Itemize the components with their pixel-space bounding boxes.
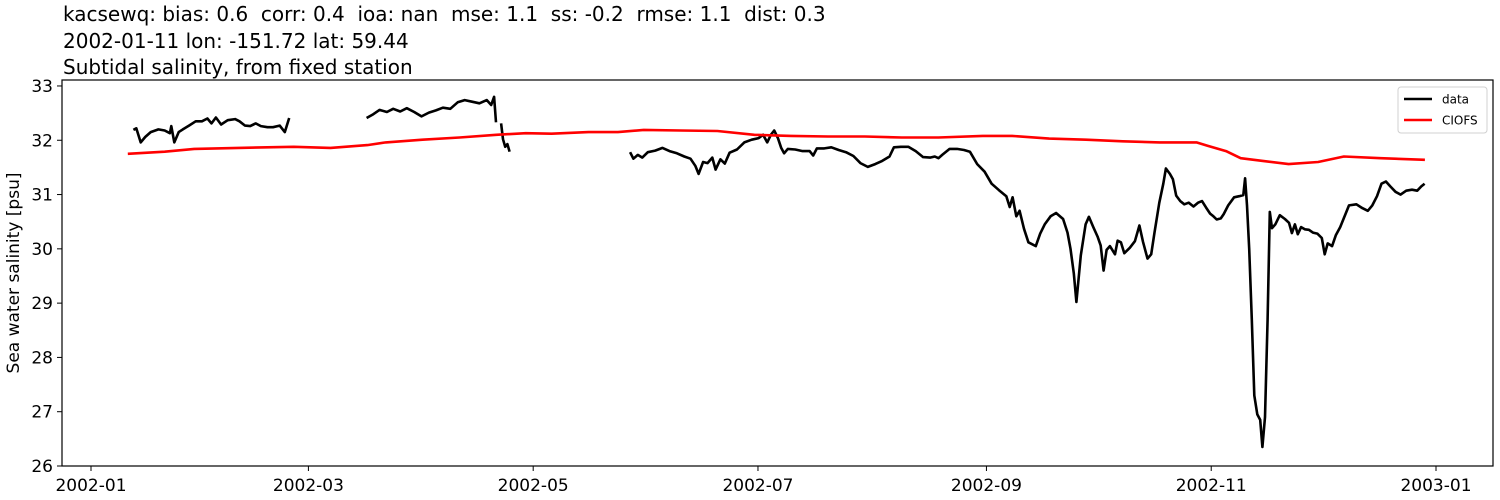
legend: data CIOFS — [1397, 86, 1488, 134]
chart-title-metrics: kacsewq: bias: 0.6 corr: 0.4 ioa: nan ms… — [63, 2, 826, 26]
x-tick-label: 2002-07 — [722, 476, 793, 496]
x-tick-label: 2002-05 — [498, 476, 569, 496]
y-tick-label: 28 — [31, 348, 53, 368]
series-line-data — [499, 123, 511, 153]
x-tick-label: 2002-01 — [55, 476, 126, 496]
plot-frame — [61, 79, 1494, 467]
x-tick-label: 2003-01 — [1400, 476, 1471, 496]
y-axis: 26 27 28 29 30 31 32 33 — [31, 77, 62, 477]
chart-title-description: Subtidal salinity, from fixed station — [63, 55, 413, 79]
y-tick-label: 29 — [31, 294, 53, 314]
y-tick-label: 31 — [31, 186, 53, 206]
x-tick-label: 2002-03 — [273, 476, 344, 496]
y-axis-label: Sea water salinity [psu] — [4, 173, 24, 374]
y-tick-label: 26 — [31, 457, 53, 477]
y-tick-label: 32 — [31, 131, 53, 151]
series-line-data — [132, 116, 291, 144]
y-tick-label: 33 — [31, 77, 53, 97]
legend-label-data: data — [1442, 93, 1469, 107]
series-line-data — [628, 129, 1426, 449]
series-layer — [127, 95, 1426, 449]
series-line-data — [365, 95, 498, 123]
x-axis: 2002-01 2002-03 2002-05 2002-07 2002-09 2002-… — [55, 466, 1472, 496]
chart-title-location: 2002-01-11 lon: -151.72 lat: 59.44 — [63, 29, 409, 53]
x-tick-label: 2002-11 — [1176, 476, 1247, 496]
y-tick-label: 27 — [31, 403, 53, 423]
x-tick-label: 2002-09 — [951, 476, 1022, 496]
legend-label-ciofs: CIOFS — [1442, 114, 1478, 128]
y-tick-label: 30 — [31, 240, 53, 260]
series-line-ciofs — [127, 128, 1425, 166]
